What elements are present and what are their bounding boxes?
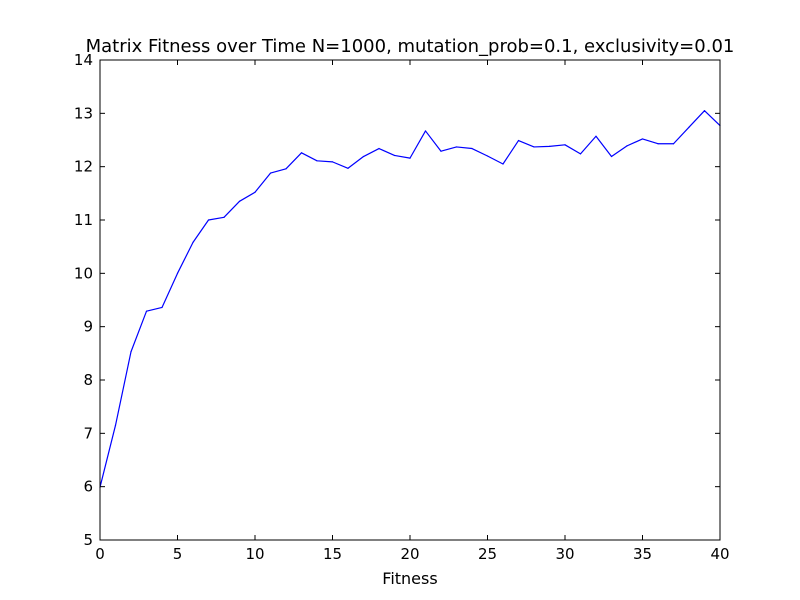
data-point — [517, 139, 520, 142]
data-point — [114, 424, 117, 426]
data-point — [254, 191, 256, 193]
data-point — [533, 146, 535, 148]
plot-frame — [99, 59, 721, 541]
x-tick-label: 35 — [633, 545, 652, 563]
data-point — [161, 306, 163, 309]
data-point — [548, 145, 551, 147]
x-tick-label: 40 — [710, 545, 729, 563]
x-tick-label: 15 — [323, 545, 342, 563]
x-tick-label: 30 — [555, 545, 574, 563]
y-tick-label: 12 — [74, 158, 93, 176]
data-point — [300, 152, 303, 154]
x-tick-label: 10 — [245, 545, 264, 563]
y-tick-label: 13 — [74, 104, 93, 122]
y-tick-label: 7 — [83, 424, 93, 442]
data-point — [424, 130, 427, 132]
data-point — [192, 241, 194, 243]
data-point — [269, 172, 272, 174]
y-tick-label: 11 — [74, 211, 93, 229]
data-point — [145, 310, 148, 312]
data-point — [672, 143, 675, 145]
data-point — [486, 155, 489, 157]
data-point — [688, 126, 690, 128]
x-axis-label: Fitness — [382, 569, 437, 588]
y-tick-label: 14 — [74, 51, 93, 69]
x-tick-label: 25 — [478, 545, 497, 563]
data-point — [455, 146, 458, 148]
data-point — [657, 143, 659, 145]
data-point — [564, 144, 566, 146]
data-point — [316, 160, 318, 162]
data-point — [641, 138, 644, 140]
y-tick-label: 8 — [83, 371, 93, 389]
data-point — [130, 351, 132, 353]
data-point — [223, 216, 225, 218]
y-tick-label: 5 — [83, 531, 93, 549]
data-point — [502, 163, 504, 165]
data-point — [610, 155, 613, 158]
data-point — [626, 145, 628, 147]
y-tick-label: 6 — [83, 478, 93, 496]
series-layer — [99, 110, 721, 488]
data-point — [393, 154, 396, 157]
data-point — [579, 153, 582, 155]
data-point — [285, 168, 287, 170]
data-point — [595, 135, 597, 137]
data-point — [176, 272, 179, 274]
x-tick-label: 5 — [173, 545, 183, 563]
x-tick-label: 0 — [95, 545, 105, 563]
data-point — [409, 157, 411, 159]
data-point — [703, 110, 706, 112]
x-tick-label: 20 — [400, 545, 419, 563]
chart-title: Matrix Fitness over Time N=1000, mutatio… — [86, 36, 735, 57]
data-point — [207, 219, 210, 221]
data-point — [440, 150, 442, 152]
y-tick-label: 9 — [83, 318, 93, 336]
data-point — [238, 200, 241, 202]
data-point — [347, 167, 349, 169]
data-point — [362, 155, 365, 158]
data-point — [471, 147, 473, 150]
y-tick-label: 10 — [74, 264, 93, 282]
data-point — [378, 147, 380, 150]
data-point — [331, 161, 334, 163]
plot-area — [100, 60, 720, 540]
